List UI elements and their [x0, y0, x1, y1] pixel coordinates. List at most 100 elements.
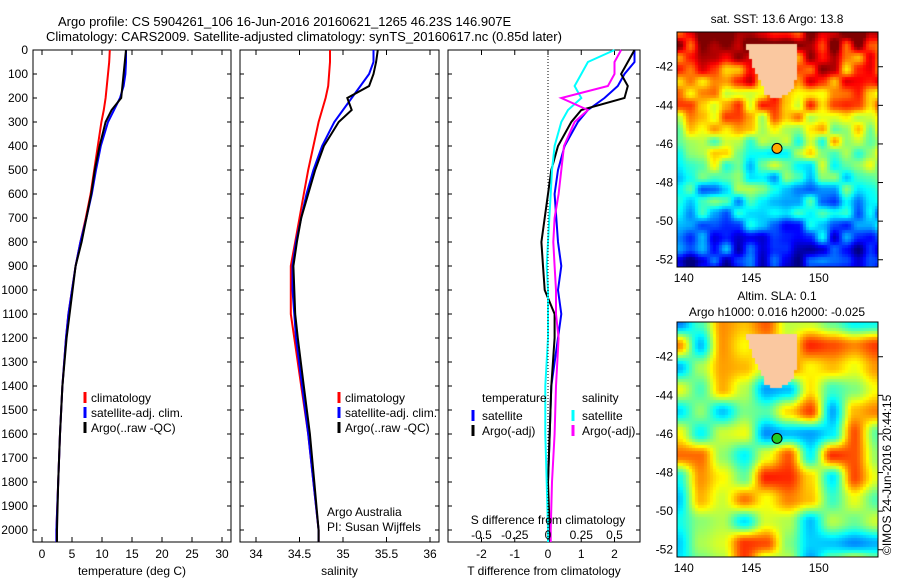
lat-tick-label: -48 — [656, 176, 674, 190]
y-tick-label: 600 — [8, 187, 28, 201]
lat-tick-label: -52 — [656, 253, 674, 267]
x-tick-label: -2 — [476, 547, 487, 561]
profile-line-s-argo-adj- — [549, 49, 622, 542]
x-axis-label: temperature (deg C) — [78, 564, 186, 578]
y-tick-label: 300 — [8, 115, 28, 129]
legend-label: Argo(-adj) — [582, 424, 635, 438]
x-tick-label: 35 — [336, 547, 350, 561]
x-tick-label: 15 — [125, 547, 139, 561]
lat-tick-label: -46 — [656, 137, 674, 151]
panel-frame-0 — [32, 49, 232, 543]
legend-label: Argo(-adj) — [482, 424, 535, 438]
y-tick-label: 500 — [8, 163, 28, 177]
lat-tick-label: -42 — [656, 60, 674, 74]
profile-line-satellite-adj-clim- — [55, 50, 127, 542]
x-tick-label: 2 — [611, 547, 618, 561]
legend-label: climatology — [345, 391, 405, 405]
x-axis-label: T difference from climatology — [467, 564, 621, 578]
y-tick-label: 1000 — [1, 283, 28, 297]
x-tick-label-secondary: 0.5 — [606, 528, 623, 542]
x-tick-label-secondary: 0.25 — [570, 528, 594, 542]
lat-tick-label: -48 — [656, 466, 674, 480]
x-tick-label-secondary: -0.5 — [471, 528, 492, 542]
y-tick-label: 100 — [8, 67, 28, 81]
title-line-2: Climatology: CARS2009. Satellite-adjuste… — [46, 29, 562, 44]
annotation: PI: Susan Wijffels — [327, 520, 421, 534]
profile-line-t-argo-adj- — [540, 49, 636, 542]
x-tick-label: 34.5 — [288, 547, 312, 561]
lat-tick-label: -42 — [656, 350, 674, 364]
panel-frame-1 — [239, 49, 440, 543]
lat-tick-label: -46 — [656, 427, 674, 441]
y-tick-label: 900 — [8, 259, 28, 273]
legend-label: Argo(..raw -QC) — [91, 421, 176, 435]
legend-label: climatology — [91, 391, 151, 405]
x-tick-label: 5 — [69, 547, 76, 561]
y-tick-label: 2000 — [1, 523, 28, 537]
y-tick-label: 1900 — [1, 499, 28, 513]
y-tick-label: 1800 — [1, 475, 28, 489]
y-tick-label: 1600 — [1, 427, 28, 441]
x-tick-label: -1 — [509, 547, 520, 561]
lon-tick-label: 140 — [674, 561, 694, 575]
profile-line-climatology — [55, 49, 111, 542]
profile-line-argo-raw-qc- — [292, 49, 379, 542]
y-tick-label: 700 — [8, 211, 28, 225]
annotation: Argo Australia — [327, 505, 402, 519]
lat-tick-label: -50 — [656, 504, 674, 518]
lon-tick-label: 145 — [741, 561, 761, 575]
legend-header-temperature: temperature — [482, 391, 547, 405]
x-tick-label: 25 — [185, 547, 199, 561]
map-subtitle: Argo h1000: 0.016 h2000: -0.025 — [689, 305, 865, 319]
x-tick-label: 0 — [39, 547, 46, 561]
legend-label: Argo(..raw -QC) — [345, 421, 430, 435]
argo-location-marker — [771, 142, 783, 154]
y-tick-label: 1200 — [1, 331, 28, 345]
legend-label: satellite — [582, 409, 623, 423]
x-tick-label: 34 — [249, 547, 263, 561]
y-tick-label: 0 — [21, 43, 28, 57]
imos-stamp: ©IMOS 24-Jun-2016 20:44:15 — [880, 394, 894, 555]
profile-line-s-satellite — [544, 49, 615, 542]
legend-label: satellite-adj. clim. — [345, 406, 437, 420]
legend-label: satellite — [482, 409, 523, 423]
x-tick-label: 36 — [423, 547, 437, 561]
lon-tick-label: 150 — [809, 561, 829, 575]
x-tick-label: 20 — [155, 547, 169, 561]
lon-tick-label: 140 — [674, 271, 694, 285]
legend-header-salinity: salinity — [582, 391, 619, 405]
lat-tick-label: -44 — [656, 388, 674, 402]
map-frame-1 — [676, 321, 879, 558]
legend-label: satellite-adj. clim. — [91, 406, 183, 420]
lat-tick-label: -44 — [656, 98, 674, 112]
y-tick-label: 1400 — [1, 379, 28, 393]
y-tick-label: 1100 — [2, 307, 28, 321]
lat-tick-label: -50 — [656, 214, 674, 228]
x-tick-label: 0 — [545, 547, 552, 561]
x-tick-label: 1 — [578, 547, 585, 561]
x-tick-label-secondary: -0.25 — [501, 528, 529, 542]
argo-location-marker — [771, 432, 783, 444]
y-tick-label: 200 — [8, 91, 28, 105]
lon-tick-label: 150 — [809, 271, 829, 285]
map-title: Altim. SLA: 0.1 — [737, 289, 817, 303]
profile-line-climatology — [289, 50, 331, 542]
y-tick-label: 1500 — [1, 403, 28, 417]
map-frame-0 — [676, 31, 879, 268]
lon-tick-label: 145 — [741, 271, 761, 285]
x-axis-label: salinity — [321, 564, 358, 578]
x-tick-label: 30 — [215, 547, 229, 561]
x-tick-label: 10 — [95, 547, 109, 561]
y-tick-label: 1300 — [1, 355, 28, 369]
x-axis-label-secondary: S difference from climatology — [471, 513, 626, 527]
y-tick-label: 800 — [8, 235, 28, 249]
y-tick-label: 1700 — [1, 451, 28, 465]
x-tick-label: 35.5 — [375, 547, 399, 561]
profile-line-satellite-adj-clim- — [291, 50, 375, 542]
x-tick-label-secondary: 0 — [545, 528, 552, 542]
map-title: sat. SST: 13.6 Argo: 13.8 — [711, 12, 844, 26]
title-line-1: Argo profile: CS 5904261_106 16-Jun-2016… — [58, 14, 512, 29]
y-tick-label: 400 — [8, 139, 28, 153]
